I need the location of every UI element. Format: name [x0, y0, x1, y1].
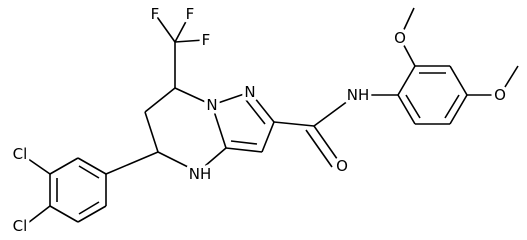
atom-label: F	[151, 5, 160, 23]
atom-label: O	[336, 157, 348, 175]
atom-label: Cl	[13, 217, 28, 235]
atom-label: O	[494, 86, 506, 104]
atom-label: O	[394, 29, 406, 47]
atom-label: F	[202, 31, 211, 49]
atom-labels: F F F N N NH Cl Cl O NH O O	[9, 2, 509, 239]
atom-label: NH	[189, 165, 212, 183]
bonds	[23, 7, 519, 227]
atom-label: F	[186, 5, 195, 23]
atom-label: Cl	[13, 145, 28, 163]
atom-label: N	[244, 83, 255, 101]
atom-label: NH	[347, 86, 370, 104]
atom-label: N	[206, 96, 217, 114]
